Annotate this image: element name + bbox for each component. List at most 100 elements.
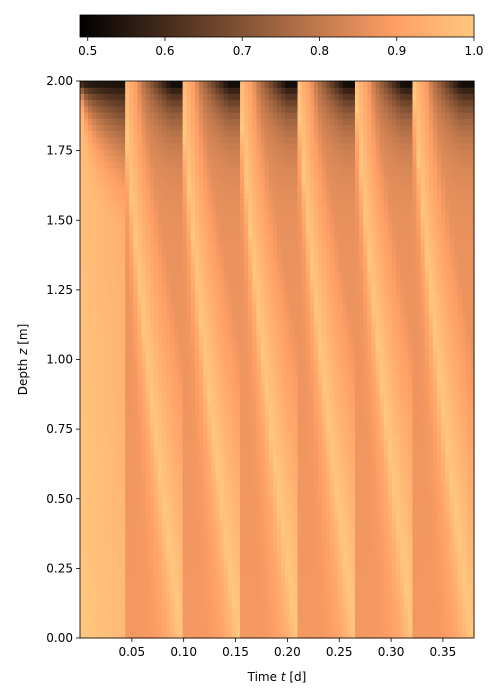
heatmap-cell <box>174 198 180 206</box>
heatmap-cell <box>227 155 233 163</box>
heatmap-cell <box>121 235 126 243</box>
heatmap-cell <box>199 124 204 132</box>
heatmap-cell <box>190 378 196 385</box>
heatmap-cell <box>112 415 118 422</box>
heatmap-cell <box>186 204 192 212</box>
heatmap-cell <box>104 149 110 156</box>
heatmap-cell <box>80 470 85 478</box>
heatmap-cell <box>157 322 163 330</box>
heatmap-cell <box>121 130 126 138</box>
heatmap-cell <box>301 526 307 534</box>
heatmap-cell <box>157 347 163 354</box>
heatmap-cell <box>256 248 262 255</box>
heatmap-cell <box>268 359 274 367</box>
heatmap-cell <box>235 495 241 503</box>
heatmap-cell <box>121 316 126 323</box>
heatmap-cell <box>264 433 270 441</box>
heatmap-cell <box>121 81 126 88</box>
heatmap-cell <box>297 161 303 169</box>
heatmap-cell <box>248 136 253 144</box>
heatmap-cell <box>166 142 171 150</box>
heatmap-cell <box>293 384 299 392</box>
heatmap-cell <box>96 452 102 460</box>
heatmap-cell <box>121 192 126 200</box>
heatmap-cell <box>231 495 237 503</box>
heatmap-cell <box>244 409 249 416</box>
heatmap-cell <box>272 415 278 422</box>
heatmap-cell <box>297 415 303 422</box>
heatmap-cell <box>281 458 286 466</box>
heatmap-cell <box>162 303 167 311</box>
heatmap-cell <box>190 198 196 206</box>
heatmap-cell <box>293 483 299 491</box>
heatmap-cell <box>231 594 237 602</box>
heatmap-cell <box>182 390 188 398</box>
heatmap-cell <box>240 111 245 119</box>
heatmap-cell <box>116 433 122 441</box>
heatmap-cell <box>129 557 134 565</box>
heatmap-cell <box>100 173 106 181</box>
heatmap-cell <box>194 433 200 441</box>
heatmap-cell <box>133 149 139 156</box>
heatmap-cell <box>88 248 93 255</box>
heatmap-cell <box>235 464 241 472</box>
heatmap-cell <box>285 439 290 447</box>
heatmap-cell <box>281 588 286 596</box>
heatmap-cell <box>84 464 89 472</box>
heatmap-cell <box>112 508 118 515</box>
heatmap-cell <box>215 347 221 354</box>
heatmap-cell <box>174 501 180 509</box>
heatmap-cell <box>190 619 196 627</box>
heatmap-cell <box>277 378 282 385</box>
heatmap-cell <box>281 285 286 293</box>
heatmap-cell <box>268 248 274 255</box>
heatmap-cell <box>96 594 102 602</box>
heatmap-cell <box>186 625 192 633</box>
heatmap-cell <box>215 353 221 361</box>
heatmap-cell <box>84 607 89 614</box>
heatmap-cell <box>100 594 106 602</box>
heatmap-cell <box>133 161 139 169</box>
heatmap-cell <box>162 588 167 596</box>
heatmap-cell <box>157 124 163 132</box>
heatmap-cell <box>162 396 167 404</box>
heatmap-cell <box>305 551 311 559</box>
heatmap-cell <box>235 588 241 596</box>
heatmap-cell <box>194 353 200 361</box>
heatmap-cell <box>215 279 221 286</box>
heatmap-cell <box>194 328 200 336</box>
heatmap-cell <box>149 365 155 373</box>
heatmap-cell <box>153 545 159 552</box>
heatmap-cell <box>252 297 258 305</box>
heatmap-cell <box>186 328 192 336</box>
heatmap-cell <box>186 365 192 373</box>
heatmap-cell <box>194 111 200 119</box>
heatmap-cell <box>277 111 282 119</box>
heatmap-cell <box>182 514 188 522</box>
heatmap-cell <box>207 439 212 447</box>
heatmap-cell <box>178 520 184 528</box>
heatmap-cell <box>88 93 93 101</box>
heatmap-cell <box>92 483 98 491</box>
heatmap-cell <box>272 631 278 639</box>
heatmap-cell <box>235 229 241 237</box>
heatmap-cell <box>203 328 208 336</box>
heatmap-cell <box>268 105 274 113</box>
heatmap-cell <box>235 272 241 280</box>
heatmap-cell <box>96 538 102 546</box>
heatmap-cell <box>207 309 212 317</box>
heatmap-cell <box>260 161 266 169</box>
heatmap-cell <box>133 279 139 286</box>
heatmap-cell <box>223 136 229 144</box>
heatmap-cell <box>125 334 130 342</box>
heatmap-cell <box>141 464 147 472</box>
heatmap-cell <box>264 557 270 565</box>
heatmap-cell <box>231 186 237 193</box>
heatmap-cell <box>244 303 249 311</box>
heatmap-cell <box>125 136 130 144</box>
heatmap-cell <box>207 371 212 379</box>
heatmap-cell <box>248 439 253 447</box>
heatmap-cell <box>190 625 196 633</box>
heatmap-cell <box>108 210 114 218</box>
heatmap-cell <box>207 508 212 515</box>
